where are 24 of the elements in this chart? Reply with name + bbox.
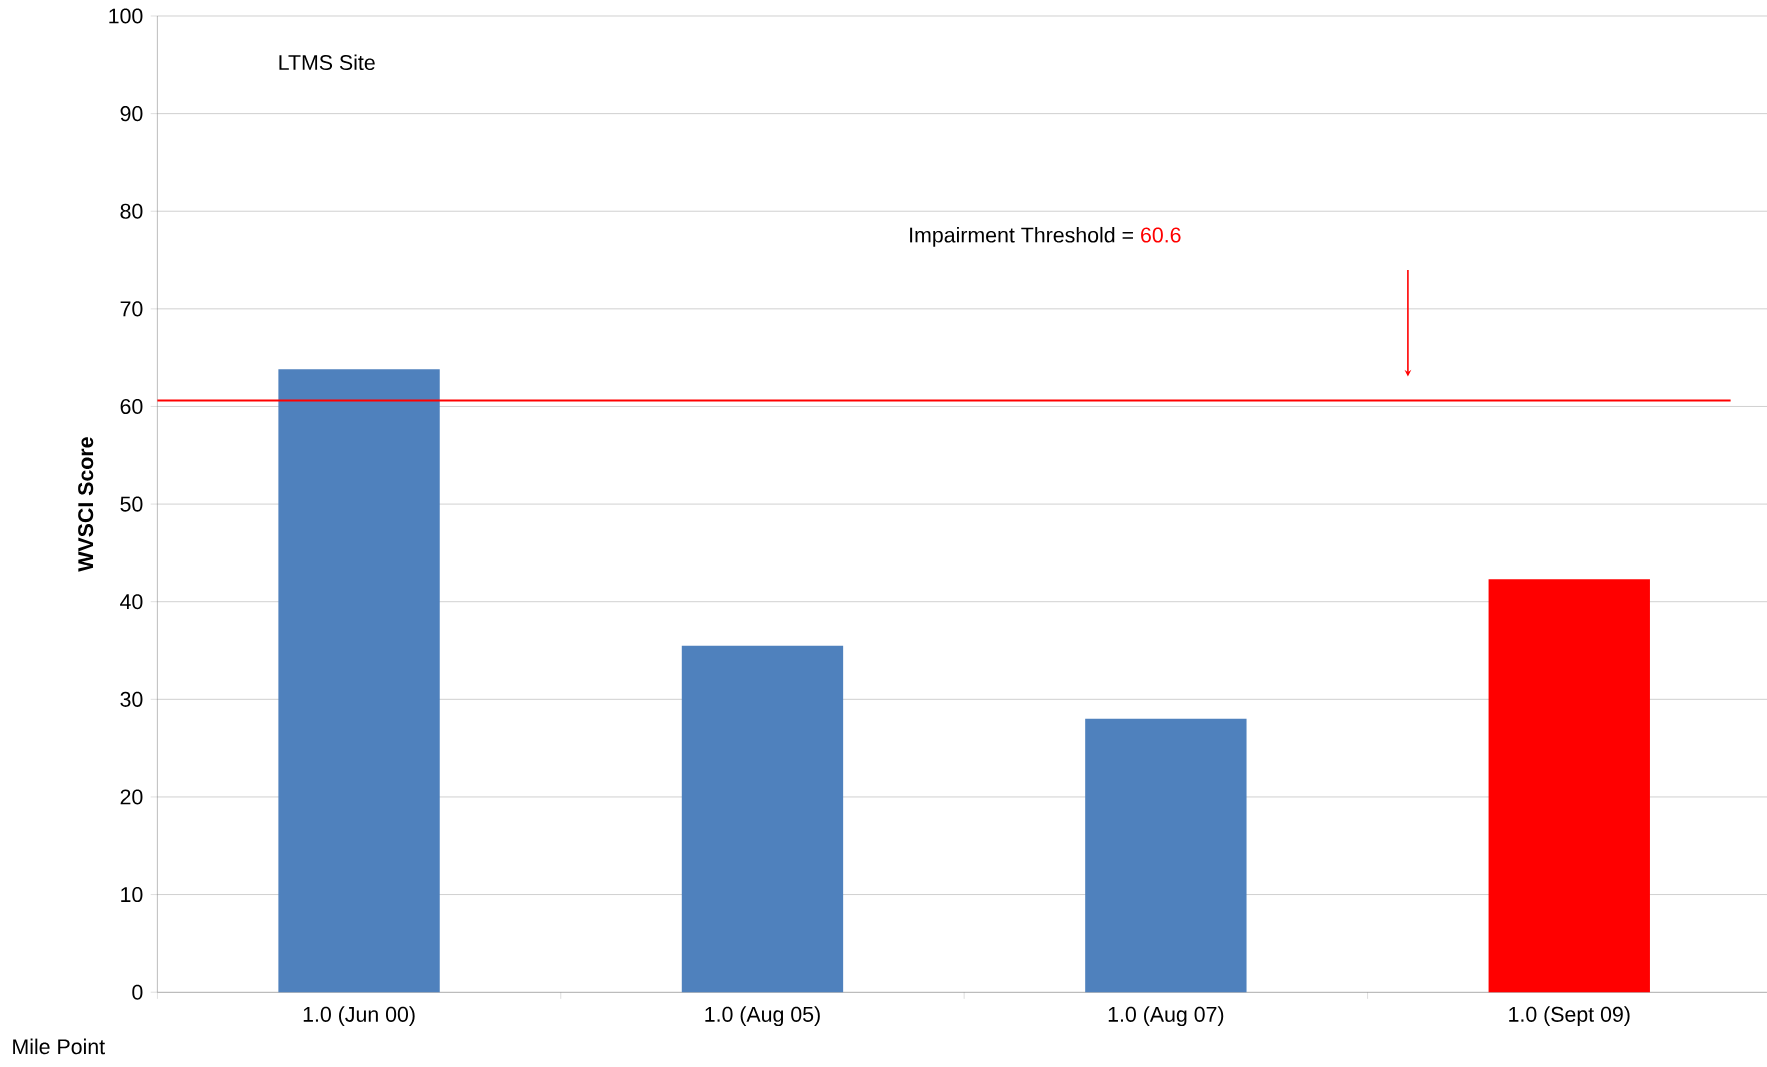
y-tick-label: 60: [120, 398, 143, 415]
y-tick-label: 50: [120, 496, 143, 512]
x-tick-label: 1.0 (Jun 00): [303, 1006, 415, 1027]
y-tick-label: 80: [120, 203, 143, 219]
y-tick-label: 100: [109, 8, 143, 24]
y-tick-label: 0: [132, 984, 143, 1000]
x-tick-label: 1.0 (Aug 05): [705, 1006, 820, 1027]
bar: [681, 645, 844, 993]
bar: [1085, 718, 1247, 993]
y-tick-label: 10: [121, 887, 143, 903]
text: LTMS Site: [279, 54, 375, 71]
y-tick-label: 30: [120, 691, 143, 707]
y-tick-label: 20: [120, 789, 143, 805]
bar: [1488, 579, 1650, 993]
ref-line-label: 60.6: [1141, 227, 1181, 243]
y-tick-label: 40: [120, 594, 143, 610]
y-axis-title: WVSCI Score: [78, 437, 94, 572]
bar: [278, 369, 440, 993]
x-axis-title: Mile Point: [13, 1038, 105, 1055]
x-tick-label: 1.0 (Aug 07): [1108, 1006, 1224, 1027]
y-tick-label: 70: [120, 301, 143, 317]
y-tick-label: 90: [120, 106, 143, 122]
annotation: Impairment Threshold =: [910, 226, 1133, 247]
x-tick-label: 1.0 (Sept 09): [1509, 1006, 1630, 1027]
